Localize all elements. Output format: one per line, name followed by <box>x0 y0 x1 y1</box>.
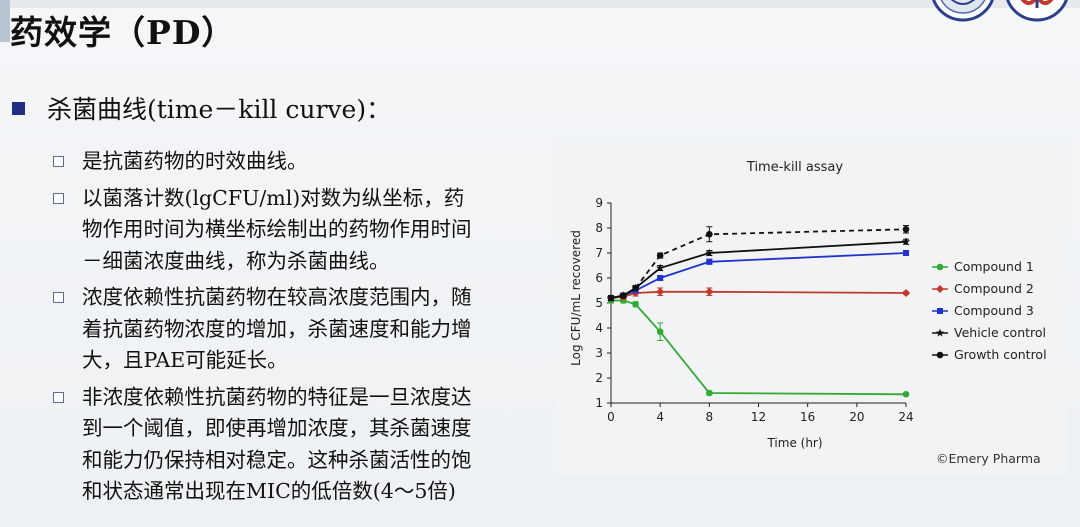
data-point <box>705 248 714 257</box>
sub-bullet-line: 是抗菌药物的时效曲线。 <box>82 149 308 173</box>
series-growth-control <box>607 225 910 302</box>
data-point <box>902 390 910 398</box>
sub-bullet-line: 非浓度依赖性抗菌药物的特征是一旦浓度达 <box>82 384 472 409</box>
sub-bullet-line: 着抗菌药物浓度的增加，杀菌速度和能力增 <box>82 316 472 341</box>
institution-logo-right <box>1006 0 1068 22</box>
y-tick-label: 9 <box>595 196 603 210</box>
sub-bullet-line: 大，且PAE可能延长。 <box>82 348 288 372</box>
box-bullet-icon <box>53 391 64 403</box>
data-point <box>902 289 910 297</box>
data-point <box>706 389 713 397</box>
data-point <box>705 287 714 296</box>
data-point <box>656 252 664 259</box>
data-point <box>656 328 664 336</box>
sub-bullet-line: 到一个阈值，即使再增加浓度，其杀菌速度 <box>82 416 472 440</box>
data-point <box>656 263 665 272</box>
y-tick-label: 1 <box>595 396 603 410</box>
data-point <box>657 275 664 281</box>
legend-label: Compound 3 <box>954 303 1034 318</box>
square-bullet-icon <box>12 101 25 115</box>
y-axis-label: Log CFU/mL recovered <box>569 230 583 366</box>
time-kill-chart-panel: Time-kill assay Time (hr) Log CFU/mL rec… <box>556 139 1066 475</box>
legend-marker <box>936 351 944 359</box>
legend-item: Compound 2 <box>932 281 1034 296</box>
y-tick-label: 2 <box>595 371 603 385</box>
x-tick-label: 24 <box>898 410 913 424</box>
series-compound-2 <box>607 287 910 302</box>
main-bullet: 杀菌曲线(time－kill curve)： <box>12 90 391 126</box>
legend-marker <box>935 328 945 337</box>
sub-bullet-line: 以菌落计数(lgCFU/ml)对数为纵坐标，药 <box>82 185 465 210</box>
data-point <box>706 258 713 265</box>
x-tick-label: 12 <box>751 410 766 424</box>
legend-marker <box>936 285 944 293</box>
y-tick-label: 5 <box>595 296 603 310</box>
series-line <box>610 228 907 299</box>
chart-legend: Compound 1 Compound 2 Compound 3 Vehicle co… <box>932 259 1047 362</box>
sub-bullet-line: 浓度依赖性抗菌药物在较高浓度范围内，随 <box>82 285 472 309</box>
sub-bullet-line: 和能力仍保持相对稳定。这种杀菌活性的饱 <box>82 447 472 472</box>
y-tick-label: 6 <box>595 271 603 285</box>
data-point <box>902 225 910 233</box>
data-point <box>656 287 665 296</box>
legend-label: Vehicle control <box>954 325 1046 340</box>
corner-decoration <box>0 0 10 42</box>
sub-bullet-line: －细菌浓度曲线，称为杀菌曲线。 <box>82 248 390 273</box>
chart-title: Time-kill assay <box>746 160 843 175</box>
main-bullet-text: 杀菌曲线(time－kill curve)： <box>47 95 392 124</box>
sub-bullet-2: 以菌落计数(lgCFU/ml)对数为纵坐标，药 物作用时间为横坐标绘制出的药物作… <box>52 183 552 278</box>
y-tick-label: 7 <box>595 246 603 260</box>
x-tick-label: 8 <box>706 410 714 424</box>
data-point <box>632 284 639 292</box>
x-tick-label: 16 <box>800 410 815 424</box>
legend-label: Compound 1 <box>954 259 1034 274</box>
series-line <box>610 240 907 299</box>
legend-item: Growth control <box>932 347 1047 362</box>
y-tick-label: 3 <box>595 346 603 360</box>
series-compound-1 <box>607 297 910 398</box>
x-tick-label: 0 <box>607 410 615 424</box>
y-tick-label: 8 <box>595 221 603 235</box>
legend-item: Compound 3 <box>932 303 1034 318</box>
data-point <box>706 230 713 238</box>
legend-item: Compound 1 <box>932 259 1034 274</box>
sub-bullet-1: 是抗菌药物的时效曲线。 <box>52 146 552 178</box>
series-line <box>611 299 907 396</box>
sub-bullet-list: 是抗菌药物的时效曲线。 以菌落计数(lgCFU/ml)对数为纵坐标，药 物作用时… <box>52 146 552 513</box>
sub-bullet-4: 非浓度依赖性抗菌药物的特征是一旦浓度达 到一个阈值，即使再增加浓度，其杀菌速度 … <box>52 382 552 508</box>
data-point <box>632 300 639 308</box>
top-strip <box>0 0 1080 8</box>
time-kill-chart: Time-kill assay Time (hr) Log CFU/mL rec… <box>569 160 1047 466</box>
data-point <box>607 294 615 302</box>
page-title: 药效学（PD） <box>10 13 236 52</box>
sub-bullet-line: 物作用时间为横坐标绘制出的药物作用时间 <box>82 217 472 241</box>
legend-label: Compound 2 <box>954 281 1034 296</box>
chart-credit: ©Emery Pharma <box>936 451 1041 466</box>
data-point <box>903 250 909 256</box>
x-axis-label: Time (hr) <box>766 436 822 450</box>
legend-label: Growth control <box>954 347 1047 362</box>
x-tick-label: 20 <box>849 410 864 424</box>
x-tick-label: 4 <box>656 410 664 424</box>
box-bullet-icon <box>53 292 64 303</box>
legend-marker <box>937 308 943 314</box>
data-point <box>619 292 627 299</box>
box-bullet-icon <box>53 192 64 204</box>
data-point <box>901 237 911 246</box>
box-bullet-icon <box>53 156 64 167</box>
legend-item: Vehicle control <box>932 325 1046 340</box>
institution-logo-left <box>932 0 994 22</box>
series-line <box>610 290 907 299</box>
sub-bullet-line: 和状态通常出现在MIC的低倍数(4～5倍) <box>82 479 456 503</box>
sub-bullet-3: 浓度依赖性抗菌药物在较高浓度范围内，随 着抗菌药物浓度的增加，杀菌速度和能力增 … <box>52 282 552 377</box>
y-tick-label: 4 <box>595 321 603 335</box>
legend-marker <box>936 263 944 271</box>
